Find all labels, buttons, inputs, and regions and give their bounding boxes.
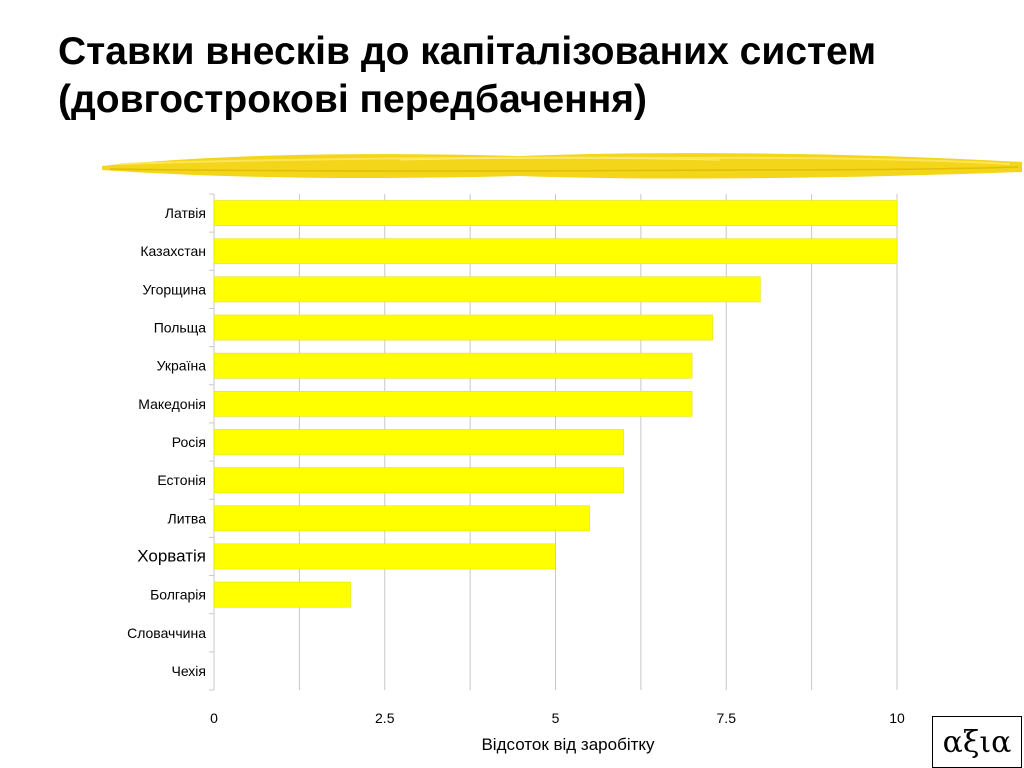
category-label: Македонія [138, 396, 206, 412]
bar [213, 543, 556, 570]
category-label: Латвія [165, 205, 206, 221]
x-tick-label: 5 [552, 710, 560, 726]
bar [213, 200, 898, 226]
x-tick-label: 7.5 [717, 710, 737, 726]
x-tick-labels: 0 2.5 5 7.5 10 [210, 710, 905, 726]
bar [213, 238, 898, 265]
bar [213, 391, 693, 417]
bar [213, 352, 693, 379]
category-label: Україна [157, 358, 207, 374]
category-label: Словаччина [127, 625, 206, 641]
chart-bars [213, 200, 898, 608]
bar [213, 467, 625, 493]
category-label: Казахстан [140, 243, 206, 259]
category-label: Польща [154, 320, 207, 336]
bar [213, 505, 590, 532]
slide-title: Ставки внесків до капіталізованих систем… [58, 30, 877, 121]
logo: αξια [932, 716, 1022, 768]
category-label: Росія [172, 434, 206, 450]
title-underline-brush [102, 153, 1022, 179]
category-label: Литва [168, 510, 207, 526]
x-tick-label: 0 [210, 710, 218, 726]
bar [213, 314, 713, 341]
category-label: Естонія [157, 472, 206, 488]
category-label: Хорватія [137, 546, 206, 565]
x-tick-label: 10 [889, 710, 905, 726]
bar [213, 581, 351, 608]
x-tick-label: 2.5 [375, 710, 395, 726]
x-axis-title: Відсоток від заробітку [481, 735, 655, 754]
category-label: Угорщина [143, 281, 207, 297]
category-labels: Латвія Казахстан Угорщина Польща Україна Маке… [127, 205, 206, 679]
category-label: Чехія [171, 663, 206, 679]
category-label: Болгарія [150, 587, 206, 603]
bar [213, 429, 625, 455]
bar [213, 276, 761, 303]
